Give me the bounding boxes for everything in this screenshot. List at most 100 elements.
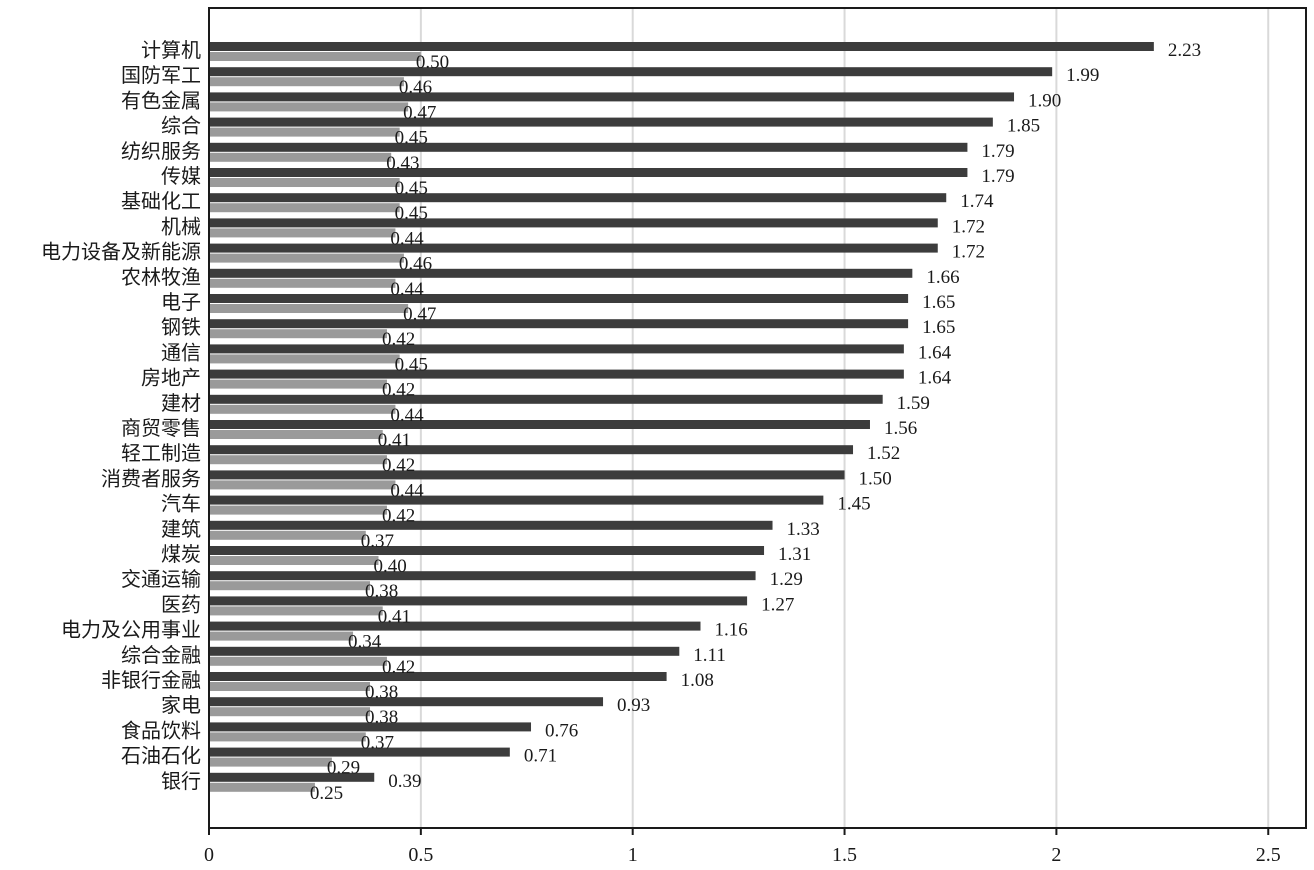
bar-dark	[209, 142, 968, 152]
data-label-dark: 1.72	[952, 242, 985, 263]
category-label: 轻工制造	[121, 441, 201, 465]
bar-light	[209, 556, 379, 565]
bar-light	[209, 52, 421, 61]
x-tick-label: 0.5	[408, 844, 433, 866]
bar-dark	[209, 420, 870, 429]
data-label-dark: 1.72	[952, 216, 985, 237]
data-label-light: 0.44	[390, 405, 424, 426]
bar-dark	[209, 470, 845, 480]
bar-dark	[209, 747, 510, 757]
bar-dark	[209, 218, 938, 228]
category-label: 国防军工	[121, 63, 201, 87]
data-label-light: 0.47	[403, 304, 436, 325]
data-label-dark: 1.74	[960, 191, 994, 212]
category-label: 非银行金融	[101, 668, 201, 692]
bar-dark	[209, 596, 748, 606]
bar-dark	[209, 772, 375, 782]
bar-dark	[209, 697, 604, 707]
data-label-light: 0.45	[395, 178, 428, 199]
category-label: 医药	[161, 592, 201, 616]
data-label-light: 0.42	[382, 329, 415, 350]
bar-light	[209, 505, 387, 515]
data-label-dark: 1.64	[918, 342, 952, 363]
data-label-dark: 1.56	[884, 418, 917, 439]
bar-dark	[209, 42, 1154, 51]
bar-light	[209, 581, 371, 591]
data-label-light: 0.42	[382, 657, 415, 678]
bar-light	[209, 253, 404, 263]
bar-light	[209, 178, 400, 187]
bar-dark	[209, 621, 701, 631]
bar-light	[209, 530, 366, 540]
bar-dark	[209, 67, 1053, 77]
data-label-light: 0.47	[403, 102, 436, 123]
bar-dark	[209, 520, 773, 530]
data-label-light: 0.34	[348, 632, 382, 653]
bar-dark	[209, 92, 1015, 102]
data-label-dark: 1.27	[761, 594, 794, 615]
category-label: 纺织服务	[121, 139, 201, 163]
category-label: 煤炭	[161, 542, 201, 566]
bar-dark	[209, 243, 938, 253]
data-label-dark: 1.90	[1028, 90, 1061, 111]
bar-dark	[209, 344, 904, 354]
category-label: 综合金融	[121, 643, 201, 667]
bars	[209, 42, 1154, 792]
data-label-light: 0.42	[382, 506, 415, 527]
x-tick-label: 1	[628, 844, 638, 866]
data-label-dark: 1.79	[981, 166, 1014, 187]
bar-dark	[209, 193, 947, 203]
bar-dark	[209, 445, 854, 455]
data-label-light: 0.38	[365, 581, 398, 602]
data-label-dark: 1.29	[770, 569, 803, 590]
data-label-dark: 1.99	[1066, 65, 1099, 86]
bar-light	[209, 152, 392, 162]
category-label: 电力设备及新能源	[41, 240, 201, 264]
data-label-dark: 1.64	[918, 368, 952, 389]
data-label-dark: 1.50	[859, 468, 892, 489]
data-label-light: 0.46	[399, 77, 432, 98]
data-label-dark: 1.52	[867, 443, 900, 464]
data-label-light: 0.43	[386, 153, 419, 174]
data-label-dark: 1.45	[837, 494, 870, 515]
category-label: 建筑	[161, 517, 201, 541]
bar-dark	[209, 369, 904, 379]
data-label-dark: 1.08	[681, 670, 714, 691]
data-label-dark: 1.16	[714, 620, 747, 641]
data-label-dark: 0.93	[617, 695, 650, 716]
data-label-light: 0.37	[361, 531, 394, 552]
category-label: 钢铁	[161, 315, 201, 339]
bar-light	[209, 707, 371, 717]
x-tick-label: 0	[204, 844, 214, 866]
data-label-dark: 0.71	[524, 746, 557, 767]
category-label: 电力及公用事业	[61, 618, 201, 642]
data-label-dark: 1.79	[981, 141, 1014, 162]
bar-dark	[209, 319, 909, 329]
category-label: 计算机	[141, 38, 201, 62]
data-label-dark: 0.39	[388, 771, 421, 792]
category-label: 食品饮料	[121, 718, 201, 742]
data-label-light: 0.45	[395, 128, 428, 149]
bar-light	[209, 354, 400, 364]
data-label-light: 0.29	[327, 758, 360, 779]
data-label-light: 0.42	[382, 380, 415, 401]
category-label: 综合	[161, 114, 201, 138]
bar-light	[209, 329, 387, 339]
data-label-dark: 1.65	[922, 317, 955, 338]
bar-dark	[209, 294, 909, 303]
plot-frame	[208, 7, 1307, 829]
x-tick-label: 2	[1051, 844, 1061, 866]
category-label: 基础化工	[121, 189, 201, 213]
data-label-dark: 1.33	[787, 519, 820, 540]
category-label: 机械	[161, 214, 201, 238]
category-label: 商贸零售	[121, 416, 201, 440]
bar-light	[209, 757, 332, 767]
data-label-dark: 0.76	[545, 720, 578, 741]
data-labels: 2.23 0.50 1.99 0.46 1.90 0.47 1.85 0.45 1.79 0.43…	[310, 40, 1201, 804]
bar-light	[209, 304, 409, 313]
category-label: 通信	[161, 340, 201, 364]
bar-dark	[209, 117, 993, 127]
data-label-light: 0.41	[378, 606, 411, 627]
